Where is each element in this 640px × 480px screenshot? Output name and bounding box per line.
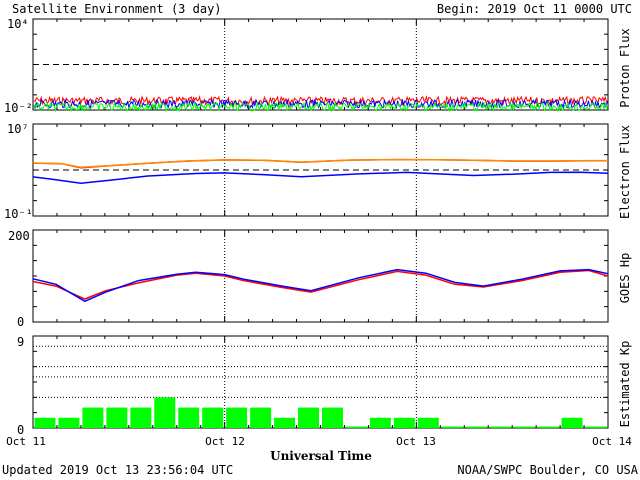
kp-ytick-top: 9 bbox=[17, 335, 24, 349]
hp-series-1 bbox=[32, 268, 609, 303]
proton-series-2 bbox=[33, 100, 609, 113]
kp-bar-3 bbox=[106, 407, 128, 428]
kp-bar-10 bbox=[274, 417, 296, 428]
kp-bar-15 bbox=[393, 417, 415, 428]
x-tick-oct13: Oct 13 bbox=[396, 435, 436, 448]
kp-ylabel: Estimated Kp bbox=[618, 341, 632, 428]
proton-ylabel: Proton Flux bbox=[618, 28, 632, 107]
hp-series-0 bbox=[32, 269, 609, 300]
updated-time: Updated 2019 Oct 13 23:56:04 UTC bbox=[2, 463, 233, 477]
kp-bar-8 bbox=[226, 407, 248, 428]
x-tick-oct14: Oct 14 bbox=[592, 435, 632, 448]
kp-bar-19 bbox=[489, 426, 511, 428]
kp-bar-14 bbox=[369, 417, 391, 428]
electron-frame bbox=[32, 123, 609, 217]
kp-bar-13 bbox=[345, 426, 367, 428]
kp-bar-1 bbox=[58, 417, 80, 428]
hp-frame bbox=[32, 229, 609, 323]
hp-ytick-bottom: 0 bbox=[17, 315, 24, 329]
hp-ylabel: GOES Hp bbox=[618, 253, 632, 304]
x-tick-oct12: Oct 12 bbox=[205, 435, 245, 448]
kp-bar-5 bbox=[154, 397, 176, 428]
chart-title: Satellite Environment (3 day) bbox=[12, 2, 222, 16]
kp-bar-18 bbox=[465, 426, 487, 428]
kp-bar-17 bbox=[441, 426, 463, 428]
electron-series-2 bbox=[32, 171, 609, 185]
kp-bar-4 bbox=[130, 407, 152, 428]
kp-bar-2 bbox=[82, 407, 104, 428]
electron-ylabel: Electron Flux bbox=[618, 125, 632, 219]
kp-bar-0 bbox=[34, 417, 56, 428]
x-tick-oct11: Oct 11 bbox=[6, 435, 46, 448]
kp-bar-20 bbox=[513, 426, 535, 428]
begin-time: Begin: 2019 Oct 11 0000 UTC bbox=[437, 2, 632, 16]
x-axis-title: Universal Time bbox=[270, 449, 372, 463]
kp-bar-12 bbox=[322, 407, 343, 428]
electron-ytick-top: 10⁷ bbox=[7, 122, 29, 136]
kp-ytick-bottom: 0 bbox=[17, 423, 24, 437]
proton-ytick-bottom: 10⁻² bbox=[4, 101, 33, 115]
kp-bar-22 bbox=[561, 417, 583, 428]
electron-ytick-bottom: 10⁻¹ bbox=[4, 207, 33, 221]
credit-text: NOAA/SWPC Boulder, CO USA bbox=[457, 463, 638, 477]
kp-bar-21 bbox=[537, 426, 559, 428]
kp-bar-9 bbox=[250, 407, 272, 428]
kp-bar-11 bbox=[298, 407, 319, 428]
proton-series-0 bbox=[33, 95, 608, 107]
kp-bar-23 bbox=[585, 426, 607, 428]
proton-frame bbox=[32, 18, 609, 111]
kp-bar-16 bbox=[417, 417, 439, 428]
hp-ytick-top: 200 bbox=[8, 229, 30, 243]
kp-bar-7 bbox=[202, 407, 224, 428]
electron-series-1 bbox=[32, 158, 608, 169]
proton-ytick-top: 10⁴ bbox=[7, 17, 29, 31]
kp-bar-6 bbox=[178, 407, 200, 428]
